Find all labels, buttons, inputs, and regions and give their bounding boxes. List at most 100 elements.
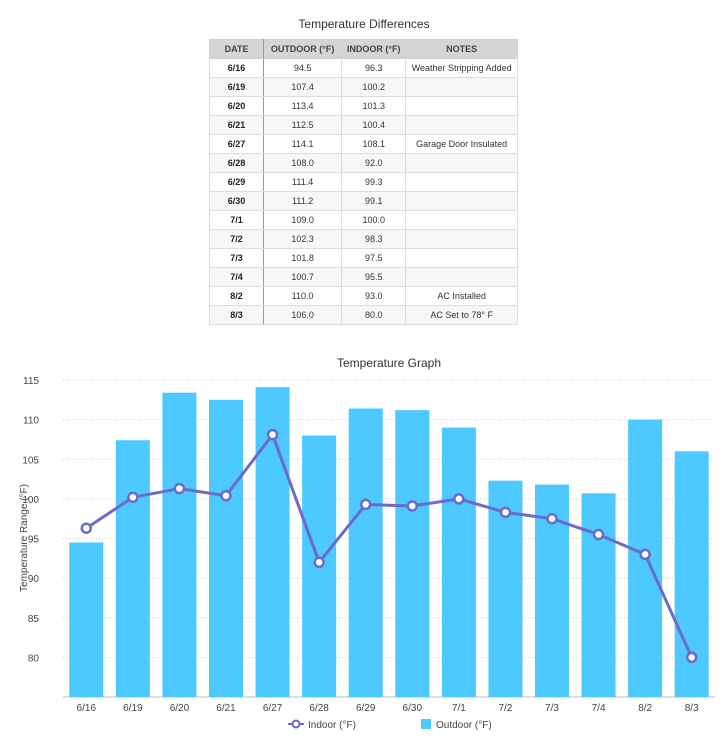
- y-tick-label: 95: [28, 535, 40, 546]
- cell-indoor: 100.0: [341, 210, 407, 230]
- indoor-point: [173, 482, 186, 495]
- grid: [63, 379, 715, 698]
- x-tick-label: 6/16: [77, 703, 97, 714]
- cell-notes: [405, 267, 518, 287]
- table-row: 7/3 101.8 97.5: [208, 248, 518, 268]
- cell-outdoor: 106.0: [263, 305, 343, 325]
- x-tick-label: 7/1: [452, 703, 466, 714]
- y-tick-label: 80: [28, 653, 40, 664]
- header-date: DATE: [208, 39, 265, 59]
- cell-indoor: 101.3: [341, 96, 407, 116]
- table-body: 6/16 94.5 96.3 Weather Stripping Added 6/19 1…: [208, 58, 518, 325]
- cell-indoor: 92.0: [341, 153, 407, 173]
- x-tick-label: 6/20: [170, 703, 190, 714]
- cell-indoor: 80.0: [341, 305, 407, 325]
- indoor-point: [546, 512, 558, 525]
- table-row: 7/2 102.3 98.3: [208, 229, 518, 249]
- x-tick-label: 7/3: [545, 703, 559, 714]
- legend-label-indoor: Indoor (°F): [308, 720, 356, 731]
- x-tick-label: 7/4: [592, 703, 606, 714]
- table-row: 6/19 107.4 100.2: [208, 77, 518, 97]
- cell-outdoor: 111.2: [263, 191, 343, 211]
- x-tick-label: 6/28: [309, 703, 329, 714]
- indoor-point: [685, 651, 698, 664]
- cell-date: 7/3: [208, 248, 265, 268]
- outdoor-bar: [69, 542, 104, 697]
- table-row: 7/1 109.0 100.0: [208, 210, 518, 230]
- legend: Indoor (°F) Outdoor (°F): [288, 719, 492, 731]
- y-axis-ticks: 80 85 90 95 100 105 110 115: [22, 376, 39, 664]
- x-tick-label: 6/29: [356, 703, 376, 714]
- cell-date: 7/1: [208, 210, 265, 230]
- table-row: 6/29 111.4 99.3: [208, 172, 518, 192]
- cell-date: 6/16: [208, 58, 265, 78]
- cell-outdoor: 102.3: [263, 229, 343, 249]
- cell-notes: [405, 115, 518, 135]
- x-axis-ticks: 6/16 6/19 6/20 6/21 6/27 6/28 6/29 6/30 7/1 7/2 7/…: [77, 703, 700, 714]
- cell-indoor: 98.3: [341, 229, 407, 249]
- table-row: 7/4 100.7 95.5: [208, 267, 518, 287]
- indoor-point: [499, 506, 512, 519]
- graph-title: Temperature Graph: [337, 356, 441, 370]
- indoor-point: [453, 493, 465, 505]
- y-axis-label: Temperature Range (°F): [19, 484, 30, 592]
- cell-date: 7/4: [208, 267, 265, 287]
- cell-notes: [405, 229, 518, 249]
- indoor-line: [80, 428, 698, 664]
- table-title: Temperature Differences: [298, 17, 430, 31]
- cell-outdoor: 110.0: [263, 286, 343, 306]
- cell-outdoor: 114.1: [263, 134, 343, 154]
- cell-notes: [405, 153, 518, 173]
- x-tick-label: 6/27: [263, 703, 283, 714]
- cell-date: 8/2: [208, 286, 265, 306]
- x-tick-label: 6/30: [403, 703, 423, 714]
- cell-date: 6/20: [208, 96, 265, 116]
- y-tick-label: 110: [23, 416, 39, 427]
- table-row: 6/16 94.5 96.3 Weather Stripping Added: [208, 58, 518, 78]
- temperature-graph: Temperature Graph 80 85 90 95 100 105 110 115 T…: [19, 356, 715, 731]
- cell-indoor: 100.4: [341, 115, 407, 135]
- x-tick-label: 8/3: [685, 703, 699, 714]
- cell-date: 6/28: [208, 153, 265, 173]
- table-row: 6/28 108.0 92.0: [208, 153, 518, 173]
- cell-outdoor: 101.8: [263, 248, 343, 268]
- cell-date: 8/3: [208, 305, 265, 325]
- cell-indoor: 93.0: [341, 286, 407, 306]
- cell-date: 6/29: [208, 172, 265, 192]
- cell-outdoor: 109.0: [263, 210, 343, 230]
- x-tick-label: 6/21: [216, 703, 236, 714]
- cell-date: 6/21: [208, 115, 265, 135]
- cell-date: 7/2: [208, 229, 265, 249]
- cell-notes: AC Set to 78° F: [405, 305, 518, 325]
- cell-date: 6/19: [208, 77, 265, 97]
- x-tick-label: 7/2: [498, 703, 512, 714]
- indoor-point: [359, 498, 372, 511]
- cell-indoor: 108.1: [341, 134, 407, 154]
- cell-outdoor: 112.5: [263, 115, 343, 135]
- cell-notes: Garage Door Insulated: [405, 134, 518, 154]
- cell-indoor: 100.2: [341, 77, 407, 97]
- legend-bar-swatch: [421, 719, 431, 729]
- indoor-point: [80, 522, 93, 534]
- y-tick-label: 100: [22, 495, 39, 506]
- y-tick-label: 115: [23, 376, 39, 387]
- table-row: 6/30 111.2 99.1: [208, 191, 518, 211]
- indoor-point: [220, 489, 232, 502]
- table-row: 8/3 106.0 80.0 AC Set to 78° F: [208, 305, 518, 325]
- outdoor-bar: [441, 427, 476, 697]
- cell-date: 6/30: [208, 191, 265, 211]
- indoor-point: [313, 556, 325, 569]
- cell-outdoor: 111.4: [263, 172, 343, 192]
- y-tick-label: 85: [28, 614, 40, 625]
- y-tick-label: 90: [28, 574, 40, 585]
- cell-indoor: 97.5: [341, 248, 407, 268]
- legend-marker-swatch: [291, 719, 301, 729]
- table-row: 6/21 112.5 100.4: [208, 115, 518, 135]
- cell-notes: [405, 248, 518, 268]
- indoor-point: [127, 491, 139, 504]
- outdoor-bar: [115, 440, 150, 697]
- outdoor-bar: [162, 392, 197, 697]
- cell-indoor: 96.3: [341, 58, 407, 78]
- y-tick-label: 105: [22, 455, 39, 466]
- indoor-point: [266, 428, 279, 441]
